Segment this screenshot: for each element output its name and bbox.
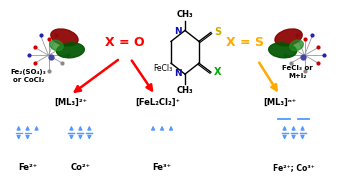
Text: [FeL₂Cl₂]⁺: [FeL₂Cl₂]⁺ [136, 98, 181, 106]
Text: M+I₂: M+I₂ [288, 73, 307, 79]
Ellipse shape [56, 43, 84, 58]
Text: N: N [174, 27, 182, 36]
Text: CH₃: CH₃ [177, 86, 193, 94]
Text: Fe²⁺; Co³⁺: Fe²⁺; Co³⁺ [273, 163, 314, 172]
Text: Fe²⁺: Fe²⁺ [18, 163, 37, 172]
Text: FeCl₃ or: FeCl₃ or [282, 65, 313, 71]
Ellipse shape [51, 29, 78, 46]
Text: [ML₃]ⁿ⁺: [ML₃]ⁿ⁺ [263, 98, 296, 106]
Ellipse shape [290, 40, 303, 51]
Ellipse shape [269, 43, 297, 58]
Text: S: S [214, 27, 221, 37]
Text: CH₃: CH₃ [177, 10, 193, 19]
Text: X = S: X = S [226, 36, 264, 49]
Text: Fe₂(SO₄)₃: Fe₂(SO₄)₃ [11, 69, 46, 75]
Text: [ML₃]²⁺: [ML₃]²⁺ [54, 98, 87, 106]
Text: FeCl₃: FeCl₃ [153, 64, 172, 73]
Text: X: X [214, 67, 222, 77]
Text: Co²⁺: Co²⁺ [70, 163, 90, 172]
Text: or CoCl₂: or CoCl₂ [13, 77, 44, 83]
Ellipse shape [275, 29, 302, 46]
Text: X = O: X = O [106, 36, 145, 49]
Ellipse shape [50, 40, 63, 51]
Text: N: N [174, 69, 182, 78]
Text: Fe³⁺: Fe³⁺ [153, 163, 172, 172]
